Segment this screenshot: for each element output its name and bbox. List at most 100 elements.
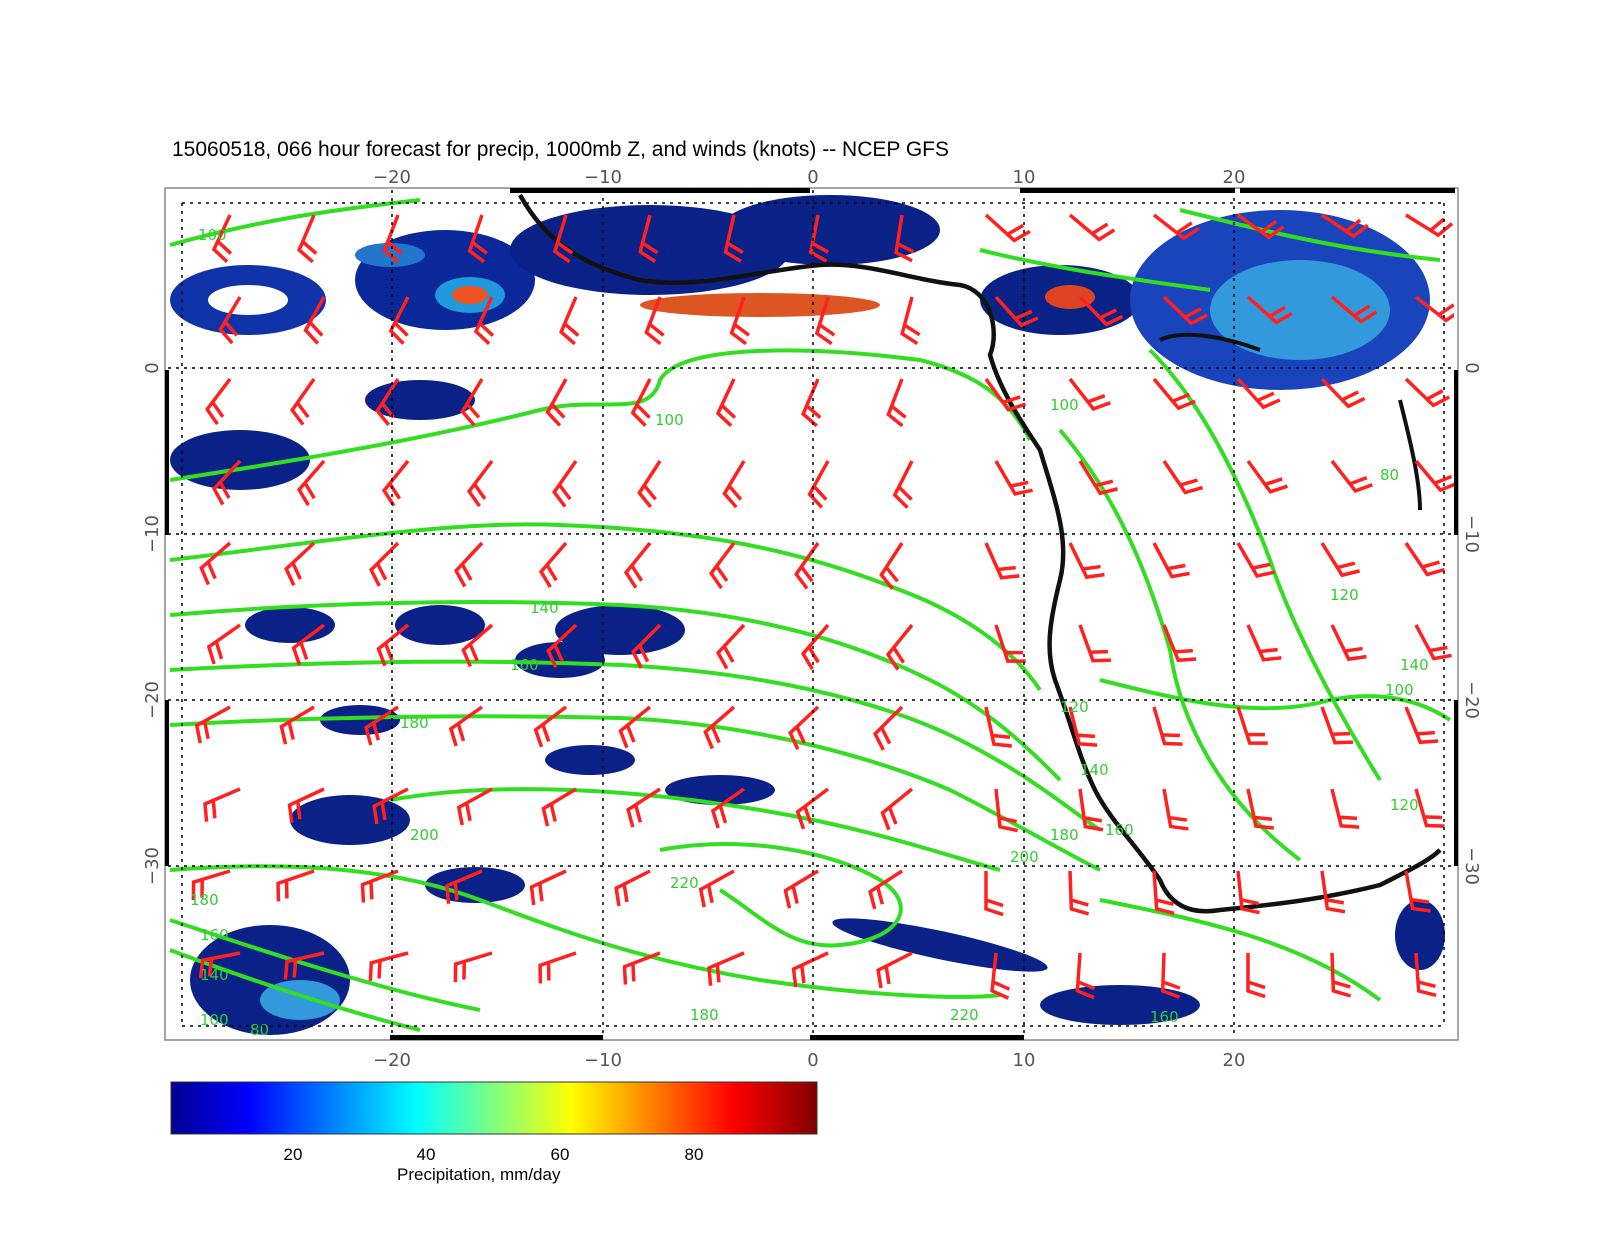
wind-barb (448, 705, 484, 747)
wind-barb (559, 296, 580, 346)
wind-barb (795, 787, 830, 830)
wind-barb (994, 295, 1039, 328)
contour-label: 180 (1050, 826, 1079, 844)
wind-barb (541, 787, 577, 827)
wind-barb (618, 705, 652, 749)
wind-barb (894, 214, 915, 263)
colorbar-gradient (170, 1081, 818, 1135)
wind-barb (1404, 377, 1451, 408)
contour-label: 160 (200, 926, 229, 944)
wind-barb (880, 787, 914, 831)
wind-barb (791, 951, 829, 988)
wind-barb (1414, 295, 1454, 323)
lon-tick-label: 20 (1223, 167, 1246, 188)
wind-barb (1068, 377, 1111, 412)
wind-barb (892, 460, 914, 509)
wind-barb (1068, 213, 1116, 242)
contour-labels: 100 100 100 140 160 180 200 220 180 160 … (190, 226, 1429, 1039)
wind-barb (1152, 213, 1200, 241)
wind-barb (1246, 295, 1293, 325)
wind-barb (297, 214, 318, 264)
wind-barb (994, 460, 1033, 496)
lat-tick-label: −10 (142, 515, 163, 553)
graticule (168, 190, 1454, 1036)
contour-label: 100 (200, 1011, 229, 1029)
contour-label: 80 (1380, 466, 1399, 484)
wind-barb (284, 541, 316, 586)
wind-barb (1078, 460, 1119, 496)
wind-barb (984, 871, 1004, 917)
wind-barb (382, 214, 403, 264)
lat-tick-label: −30 (142, 847, 163, 885)
lat-tick-label: −10 (1461, 515, 1482, 553)
wind-barb (886, 378, 907, 428)
contour-label: 120 (1330, 586, 1359, 604)
wind-barb (1404, 870, 1431, 913)
wind-barb (876, 951, 913, 989)
wind-barb (1414, 459, 1454, 493)
wind-barb (729, 296, 750, 346)
contour-label: 160 (510, 656, 539, 674)
lon-tick-label: 0 (807, 167, 818, 188)
wind-barb (1321, 213, 1369, 239)
coastline-east (1159, 332, 1422, 511)
wind-barb (1068, 706, 1098, 747)
wind-barb (794, 541, 820, 590)
wind-barb (1414, 952, 1437, 997)
lat-tick-label: −30 (1461, 847, 1482, 885)
lat-tick-label: 0 (142, 362, 163, 373)
colorbar-tick: 20 (284, 1145, 303, 1164)
wind-barb (715, 623, 746, 670)
wind-barb (206, 623, 242, 665)
wind-barb (460, 378, 484, 427)
wind-barb (1236, 706, 1268, 745)
wind-barb (1162, 460, 1204, 495)
wind-barb (614, 869, 651, 907)
wind-barb (529, 869, 567, 906)
wind-barb (1078, 624, 1112, 663)
wind-barb (1236, 377, 1281, 410)
wind-barb (630, 378, 652, 427)
wind-barb (218, 296, 242, 345)
wind-barb (1246, 953, 1266, 999)
contour-label: 80 (250, 1021, 269, 1039)
lat-tick-label: −20 (1461, 681, 1482, 719)
wind-barb (453, 951, 493, 983)
wind-barb (388, 296, 410, 345)
contour-label: 180 (400, 714, 429, 732)
lon-tick-label: 20 (1223, 1050, 1246, 1071)
lon-tick-label: −20 (373, 167, 411, 188)
wind-barb (1330, 788, 1360, 829)
wind-barb (473, 296, 495, 345)
contour-label: 120 (1390, 796, 1419, 814)
contour-label: 160 (1105, 821, 1134, 839)
wind-barb (1330, 952, 1352, 998)
lon-tick-label: −10 (584, 167, 622, 188)
contour-label: 160 (1150, 1008, 1179, 1026)
wind-barb (552, 459, 578, 508)
wind-barb (994, 788, 1018, 833)
wind-barb (552, 214, 574, 264)
wind-barb (372, 787, 409, 825)
wind-barb (1404, 542, 1446, 577)
wind-barb (1320, 377, 1366, 409)
wind-barb (291, 623, 326, 666)
wind-barb (708, 541, 736, 590)
wind-barb (715, 378, 737, 427)
contour-label: 140 (1080, 761, 1109, 779)
wind-barb (788, 705, 820, 750)
contour-label: 100 (1385, 681, 1414, 699)
contour-label: 220 (950, 1006, 979, 1024)
lat-tick-label: 0 (1461, 362, 1482, 373)
wind-barb (984, 377, 1026, 412)
wind-barb (198, 951, 241, 979)
frame-ticks (165, 188, 1458, 1040)
wind-barb (1152, 377, 1196, 411)
contour-label: 100 (1050, 396, 1079, 414)
map-title: 15060518, 066 hour forecast for precip, … (172, 138, 949, 161)
wind-barbs (191, 213, 1454, 1000)
wind-barb (722, 460, 746, 509)
contour-label: 200 (410, 826, 439, 844)
wind-barb (879, 542, 904, 590)
